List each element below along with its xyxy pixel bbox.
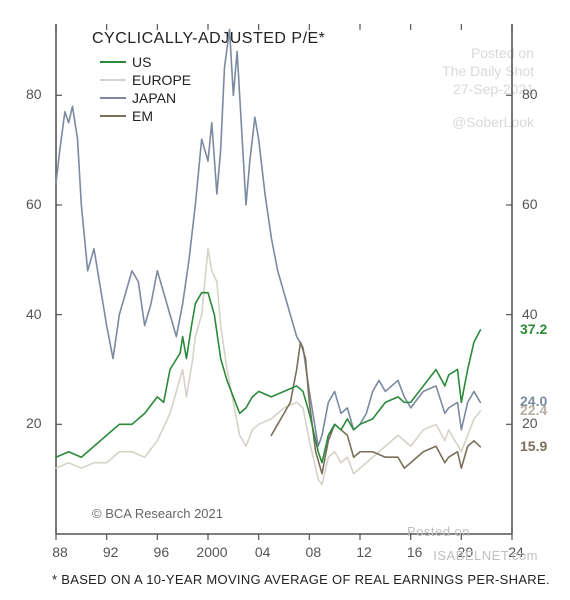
y-tick-right: 60 (522, 196, 538, 212)
x-tick-label: 12 (344, 544, 384, 560)
watermark-isabelnet-b: ISABELNET.com (433, 548, 538, 563)
x-tick-label: 04 (243, 544, 283, 560)
y-tick-left: 40 (26, 306, 42, 322)
x-tick-label: 16 (395, 544, 435, 560)
y-tick-left: 20 (26, 415, 42, 431)
cape-chart: CYCLICALLY-ADJUSTED P/E* US EUROPE JAPAN… (0, 0, 570, 600)
y-tick-right: 80 (522, 86, 538, 102)
end-label-us: 37.2 (520, 321, 547, 337)
end-label-europe: 22.4 (520, 402, 547, 418)
source-credit: © BCA Research 2021 (92, 506, 223, 521)
end-label-em: 15.9 (520, 438, 547, 454)
x-tick-label: 92 (91, 544, 131, 560)
x-tick-label: 96 (141, 544, 181, 560)
y-tick-left: 80 (26, 86, 42, 102)
x-tick-label: 08 (293, 544, 333, 560)
chart-footnote: * BASED ON A 10-YEAR MOVING AVERAGE OF R… (52, 572, 550, 587)
watermark-isabelnet-a: Posted on (407, 524, 470, 539)
x-tick-label: 2000 (192, 544, 232, 560)
y-tick-left: 60 (26, 196, 42, 212)
plot-area (0, 0, 570, 600)
y-tick-right: 40 (522, 306, 538, 322)
x-tick-label: 88 (40, 544, 80, 560)
